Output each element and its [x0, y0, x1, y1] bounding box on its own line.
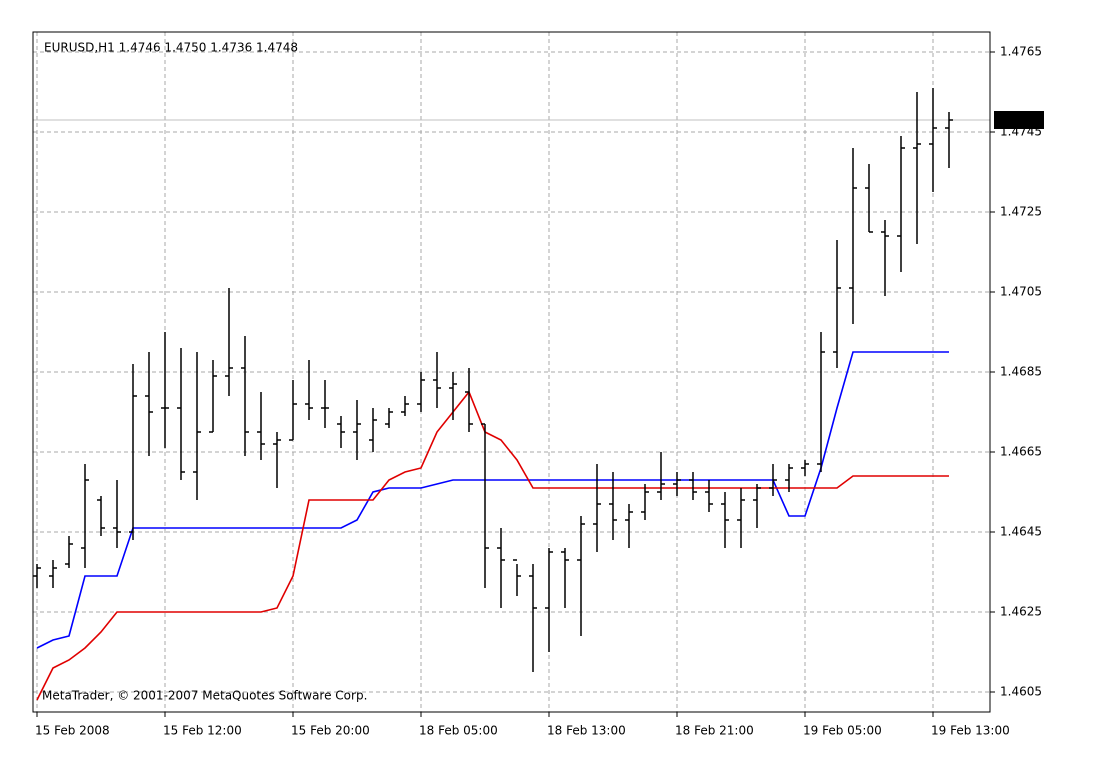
x-tick-label: 18 Feb 21:00: [675, 724, 754, 738]
y-tick-label: 1.4665: [1000, 445, 1042, 459]
indicator-line: [36, 351, 949, 649]
y-tick-label: 1.4625: [1000, 605, 1042, 619]
x-tick-label: 15 Feb 12:00: [163, 724, 242, 738]
chart-title: EURUSD,H1 1.4746 1.4750 1.4736 1.4748: [44, 41, 298, 55]
last-price-label: 1.4748: [999, 113, 1041, 127]
plot: [33, 88, 953, 701]
x-tick-label: 15 Feb 2008: [35, 724, 110, 738]
x-tick-label: 15 Feb 20:00: [291, 724, 370, 738]
y-tick-label: 1.4765: [1000, 45, 1042, 59]
last-price-box: [994, 111, 1044, 129]
y-tick-label: 1.4705: [1000, 285, 1042, 299]
x-tick-label: 19 Feb 13:00: [931, 724, 1010, 738]
x-tick-label: 19 Feb 05:00: [803, 724, 882, 738]
y-tick-label: 1.4685: [1000, 365, 1042, 379]
x-tick-label: 18 Feb 13:00: [547, 724, 626, 738]
x-tick-label: 18 Feb 05:00: [419, 724, 498, 738]
y-tick-label: 1.4605: [1000, 685, 1042, 699]
y-tick-label: 1.4725: [1000, 205, 1042, 219]
watermark: MetaTrader, © 2001-2007 MetaQuotes Softw…: [42, 689, 367, 703]
y-tick-label: 1.4645: [1000, 525, 1042, 539]
indicator-line: [36, 390, 949, 701]
